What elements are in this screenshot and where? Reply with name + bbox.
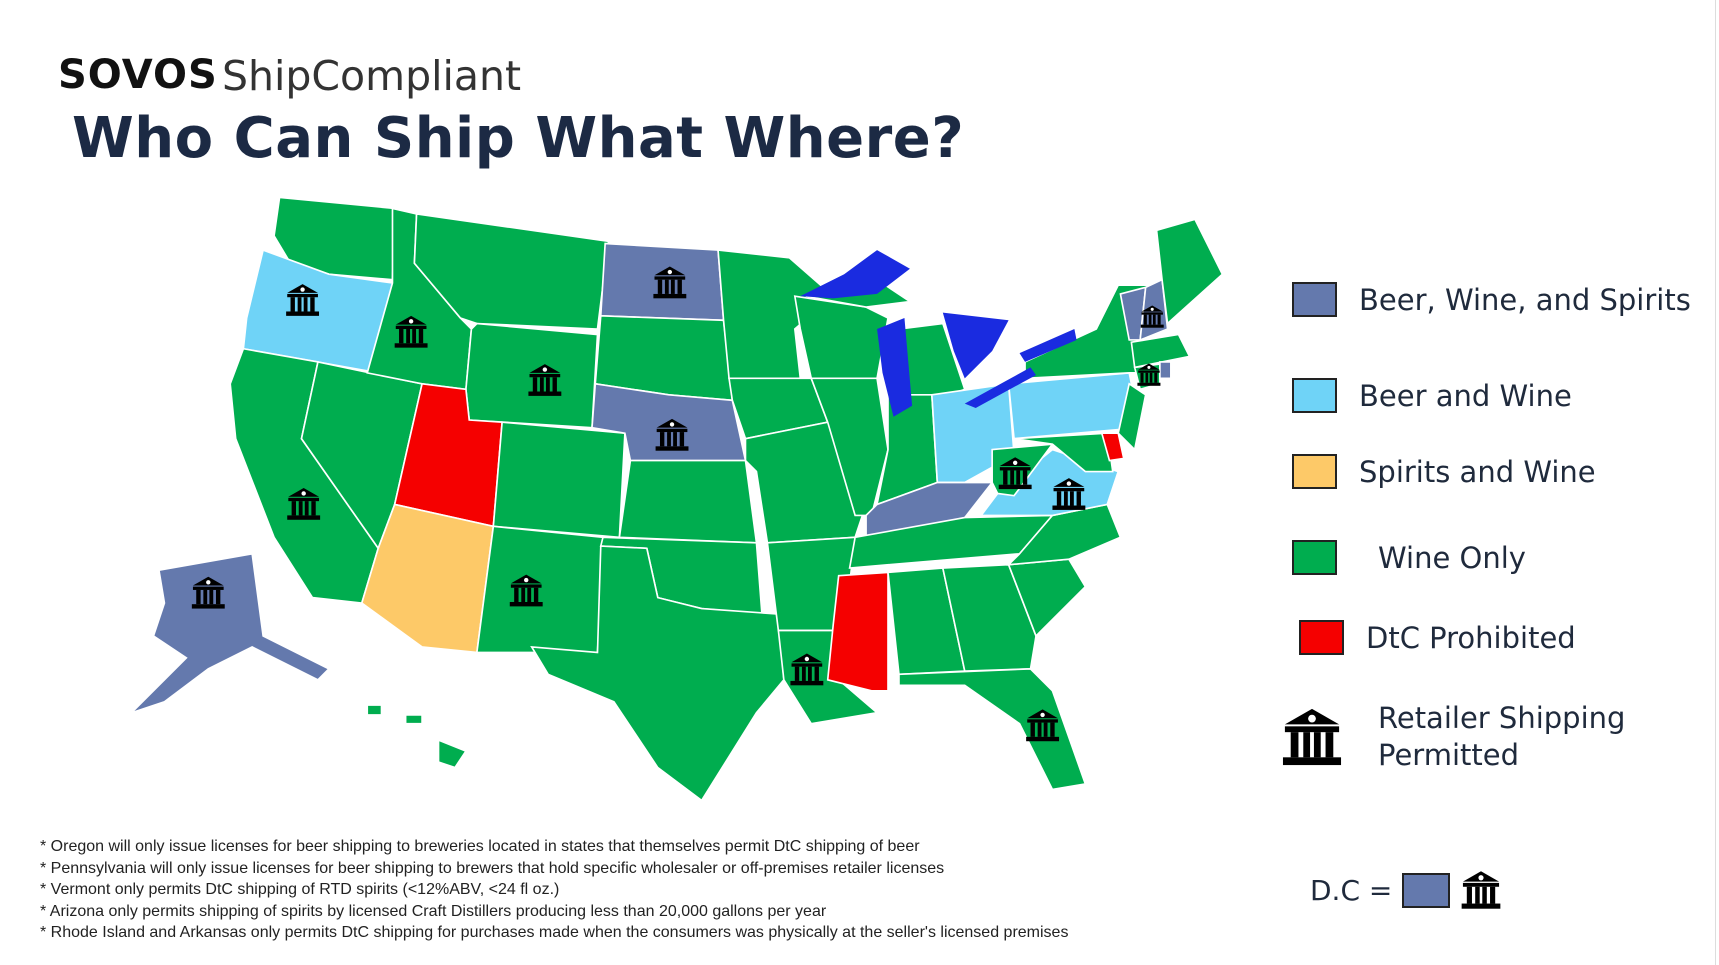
dc-label: D.C =	[1310, 873, 1393, 907]
legend-item: Beer, Wine, and Spirits	[1292, 282, 1691, 317]
legend-retailer-line1: Retailer Shipping	[1378, 701, 1626, 735]
legend-item: DtC Prohibited	[1299, 620, 1576, 655]
bank-icon	[1462, 871, 1501, 909]
great-lake	[1019, 329, 1077, 362]
state-mn	[717, 249, 835, 380]
legend-item: Beer and Wine	[1292, 378, 1572, 413]
legend-retailer-line2: Permitted	[1378, 738, 1520, 772]
state-ga	[941, 563, 1037, 672]
footnote: * Vermont only permits DtC shipping of R…	[40, 881, 560, 898]
legend-label: Wine Only	[1378, 540, 1526, 575]
state-nj	[1117, 382, 1147, 452]
legend-label: DtC Prohibited	[1366, 620, 1576, 655]
footnote: * Rhode Island and Arkansas only permits…	[40, 924, 1069, 941]
footnotes: * Oregon will only issue licenses for be…	[40, 836, 1068, 944]
state-me	[1155, 218, 1224, 326]
great-lake	[964, 367, 1037, 408]
state-ma	[1130, 333, 1191, 369]
great-lake	[800, 250, 910, 299]
legend-swatch	[1292, 454, 1337, 489]
state-nm	[475, 525, 604, 654]
state-fl	[898, 668, 1087, 791]
dc-swatch	[1402, 872, 1451, 908]
legend-swatch	[1292, 282, 1337, 317]
bank-icon	[1282, 708, 1342, 766]
state-ak	[130, 552, 331, 714]
legend-label: Spirits and Wine	[1359, 454, 1596, 489]
legend-label: Beer, Wine, and Spirits	[1359, 282, 1691, 317]
footnote: * Oregon will only issue licenses for be…	[40, 838, 920, 855]
dc-legend: D.C =	[1310, 870, 1502, 910]
legend-retailer-shipping: Retailer Shipping Permitted	[1280, 700, 1625, 774]
great-lake	[877, 318, 913, 417]
footnote: * Pennsylvania will only issue licenses …	[40, 859, 945, 877]
state-ks	[618, 459, 758, 544]
state-ms	[826, 571, 889, 692]
state-ri	[1159, 361, 1172, 380]
state-tx	[530, 545, 785, 802]
state-pa	[1007, 371, 1142, 440]
legend-swatch	[1292, 540, 1337, 575]
legend-item: Wine Only	[1292, 540, 1526, 575]
frame-border	[1715, 0, 1716, 965]
state-de	[1100, 432, 1125, 462]
state-hi3	[437, 738, 468, 769]
state-hi1	[366, 704, 383, 716]
product-name: ShipCompliant	[222, 52, 522, 100]
legend-swatch	[1292, 378, 1337, 413]
state-hi2	[404, 714, 423, 725]
great-lake	[942, 312, 1009, 379]
state-wi	[793, 295, 889, 380]
legend-label: Beer and Wine	[1359, 378, 1572, 413]
legend-item: Spirits and Wine	[1292, 454, 1596, 489]
page-title: Who Can Ship What Where?	[72, 106, 965, 171]
state-co	[492, 421, 626, 539]
legend-swatch	[1299, 620, 1344, 655]
sovos-logo: SOVOS	[58, 52, 218, 98]
state-md	[1013, 432, 1114, 473]
footnote: * Arizona only permits shipping of spiri…	[40, 902, 827, 920]
